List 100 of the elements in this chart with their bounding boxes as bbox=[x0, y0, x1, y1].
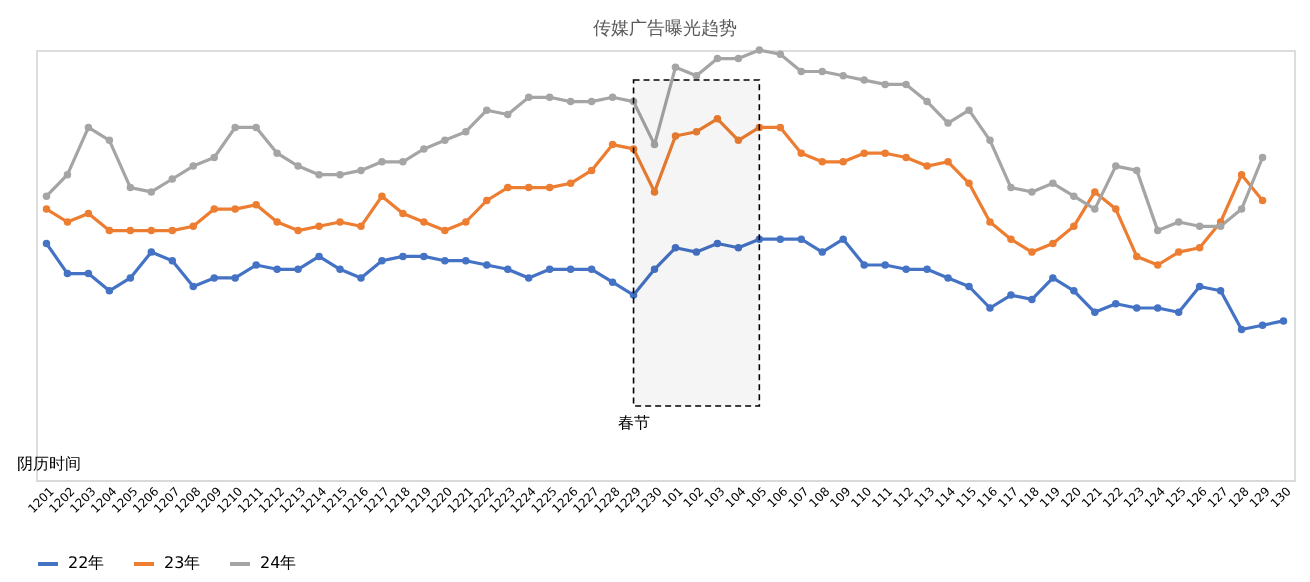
point bbox=[839, 158, 847, 166]
point bbox=[273, 149, 281, 157]
point bbox=[839, 235, 847, 243]
point bbox=[1112, 299, 1120, 308]
point bbox=[1133, 252, 1141, 261]
point bbox=[252, 123, 260, 132]
legend-label: 22年 bbox=[68, 554, 105, 572]
point bbox=[1195, 244, 1204, 252]
point bbox=[860, 76, 868, 84]
point bbox=[1028, 248, 1036, 256]
point bbox=[1237, 325, 1246, 334]
point bbox=[1112, 162, 1120, 170]
point bbox=[734, 244, 743, 252]
point bbox=[462, 256, 470, 265]
point bbox=[1049, 179, 1057, 188]
point bbox=[587, 166, 596, 175]
point bbox=[944, 158, 952, 166]
point bbox=[629, 291, 638, 299]
point bbox=[1049, 239, 1057, 248]
point bbox=[1174, 248, 1183, 256]
point bbox=[986, 304, 994, 312]
point bbox=[189, 162, 197, 170]
point bbox=[1007, 291, 1015, 299]
point bbox=[902, 153, 910, 162]
point bbox=[189, 222, 197, 231]
point bbox=[273, 218, 281, 226]
point bbox=[650, 265, 659, 274]
point bbox=[483, 196, 491, 205]
point bbox=[483, 106, 491, 114]
point bbox=[1112, 205, 1120, 213]
point bbox=[923, 265, 931, 274]
point bbox=[441, 256, 449, 265]
point bbox=[189, 282, 197, 291]
point bbox=[84, 209, 93, 218]
legend-label: 24年 bbox=[260, 554, 297, 572]
point bbox=[1133, 166, 1141, 175]
point bbox=[734, 54, 743, 63]
point bbox=[1070, 287, 1078, 295]
point bbox=[524, 274, 533, 282]
point bbox=[776, 123, 785, 132]
point bbox=[524, 93, 533, 102]
point bbox=[399, 252, 407, 261]
point bbox=[420, 218, 428, 226]
point bbox=[1258, 153, 1267, 162]
point bbox=[902, 80, 910, 89]
point bbox=[1258, 196, 1267, 205]
point bbox=[399, 209, 407, 218]
point bbox=[210, 153, 218, 162]
point bbox=[147, 188, 156, 196]
point bbox=[231, 274, 239, 282]
legend-label: 23年 bbox=[164, 554, 201, 572]
point bbox=[923, 162, 931, 170]
point bbox=[252, 261, 260, 269]
point bbox=[357, 166, 365, 175]
point bbox=[483, 261, 491, 269]
point bbox=[504, 110, 512, 119]
point bbox=[671, 244, 680, 252]
point bbox=[881, 80, 889, 89]
point bbox=[336, 265, 344, 274]
point bbox=[776, 235, 785, 243]
point bbox=[168, 226, 177, 235]
point bbox=[524, 183, 533, 192]
point bbox=[587, 265, 596, 274]
point bbox=[168, 256, 177, 265]
point bbox=[1070, 192, 1078, 200]
point bbox=[168, 175, 177, 183]
point bbox=[441, 136, 449, 145]
point bbox=[357, 222, 365, 231]
point bbox=[273, 265, 281, 274]
point bbox=[608, 278, 617, 286]
point bbox=[462, 127, 470, 136]
point bbox=[378, 256, 386, 265]
point bbox=[713, 239, 722, 248]
point bbox=[545, 183, 554, 192]
point bbox=[1153, 226, 1162, 235]
point bbox=[231, 123, 239, 132]
point bbox=[105, 287, 114, 295]
point bbox=[545, 265, 554, 274]
point bbox=[1174, 308, 1183, 317]
point bbox=[671, 63, 680, 71]
point bbox=[105, 226, 114, 235]
point bbox=[818, 67, 826, 76]
point bbox=[63, 170, 72, 179]
point bbox=[315, 170, 323, 179]
x-axis-title: 阴历时间 bbox=[17, 455, 81, 473]
point bbox=[210, 274, 218, 282]
point bbox=[944, 274, 952, 282]
point bbox=[504, 265, 512, 274]
point bbox=[671, 132, 680, 140]
point bbox=[441, 226, 449, 235]
point bbox=[587, 97, 596, 106]
point bbox=[1237, 205, 1246, 213]
point bbox=[692, 127, 701, 136]
point bbox=[755, 46, 764, 54]
point bbox=[1216, 222, 1225, 231]
point bbox=[294, 162, 302, 170]
point bbox=[336, 170, 344, 179]
point bbox=[923, 97, 931, 106]
point bbox=[566, 179, 575, 188]
point bbox=[1153, 304, 1162, 312]
